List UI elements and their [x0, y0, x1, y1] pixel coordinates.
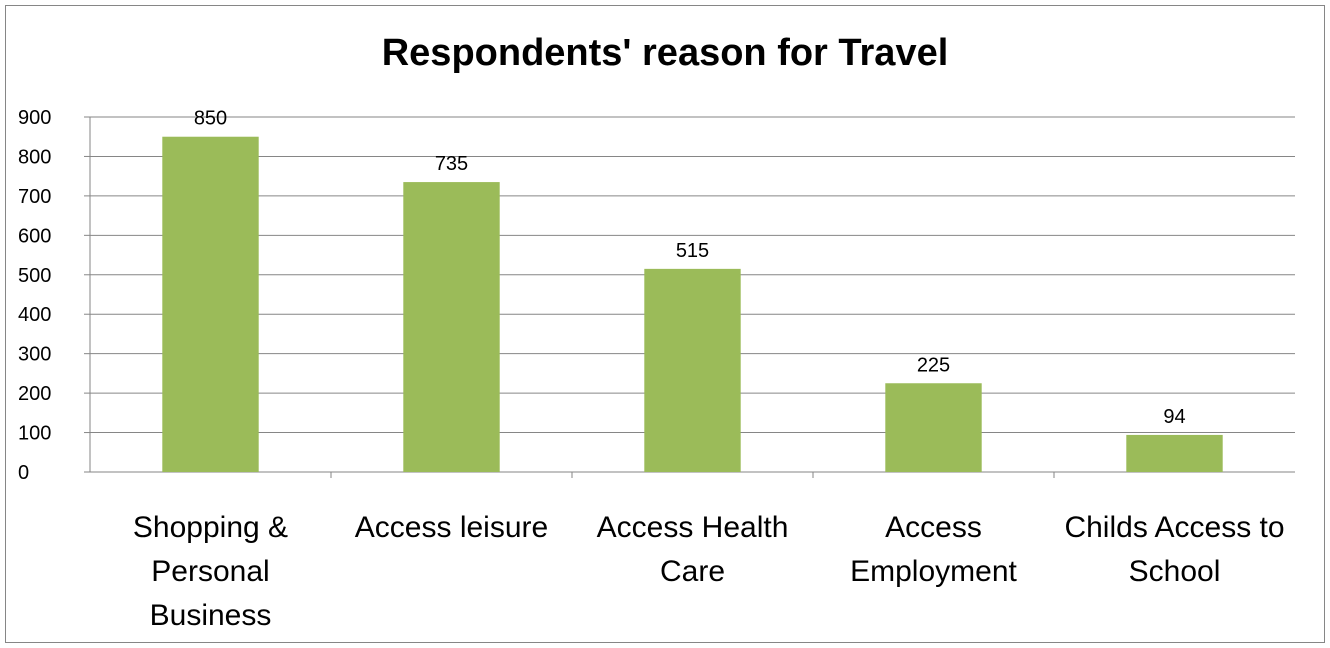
- y-tick-label: 100: [18, 423, 51, 445]
- y-tick-label: 800: [18, 146, 51, 168]
- data-label: 225: [917, 354, 950, 376]
- x-tick-label: Shopping &: [133, 511, 288, 544]
- x-tick-label: Access leisure: [355, 511, 548, 544]
- y-tick-label: 0: [18, 462, 29, 484]
- y-tick-label: 900: [18, 107, 51, 129]
- y-tick-label: 600: [18, 225, 51, 247]
- y-tick-label: 700: [18, 186, 51, 208]
- y-tick-label: 400: [18, 304, 51, 326]
- chart-title: Respondents' reason for Travel: [381, 32, 949, 74]
- bar: [162, 136, 259, 472]
- data-label: 850: [194, 108, 227, 130]
- x-tick-label: Childs Access to: [1064, 511, 1284, 544]
- y-tick-label: 200: [18, 383, 51, 405]
- x-tick-label: Care: [660, 555, 725, 588]
- data-label: 735: [435, 153, 468, 175]
- data-label: 515: [676, 240, 709, 262]
- y-tick-label: 500: [18, 265, 51, 287]
- data-label: 94: [1163, 406, 1185, 428]
- bar: [403, 182, 500, 473]
- x-tick-label: School: [1129, 555, 1221, 588]
- bar: [1126, 434, 1223, 472]
- x-tick-label: Business: [150, 599, 272, 632]
- x-tick-label: Employment: [850, 555, 1017, 588]
- x-tick-label: Access: [885, 511, 982, 544]
- y-tick-label: 300: [18, 344, 51, 366]
- bar: [644, 268, 741, 472]
- bar: [885, 383, 982, 472]
- x-tick-label: Personal: [151, 555, 269, 588]
- x-tick-label: Access Health: [597, 511, 789, 544]
